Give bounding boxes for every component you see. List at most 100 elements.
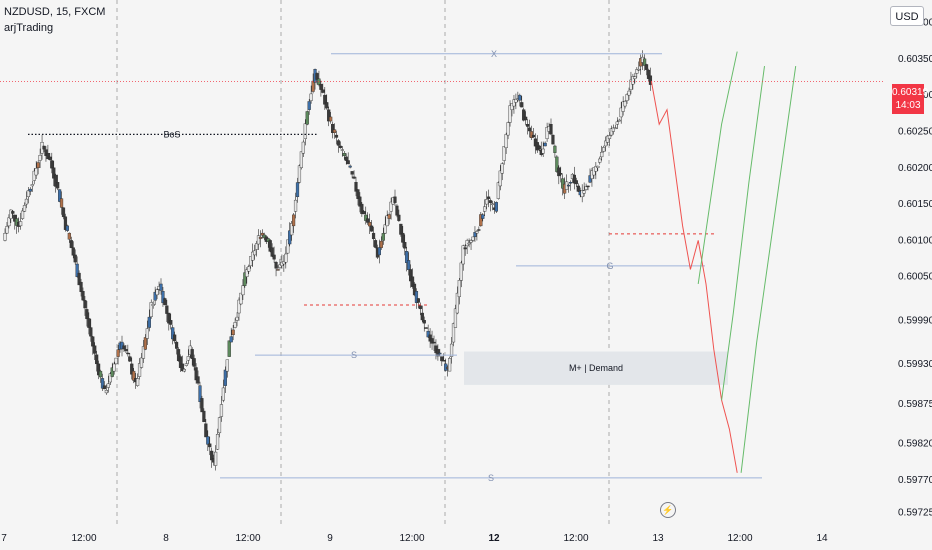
candle-body	[295, 182, 300, 198]
x-level-label: X	[491, 49, 497, 59]
g-level-label: G	[606, 261, 613, 271]
candle-body	[235, 316, 239, 321]
candle-body	[46, 153, 50, 160]
candle-body	[627, 90, 631, 96]
projection-green-path	[697, 51, 738, 285]
candle-body	[110, 367, 114, 377]
candle-body	[87, 318, 91, 328]
candle-body	[500, 163, 504, 174]
candle-body	[512, 99, 516, 107]
candle-body	[496, 182, 500, 199]
candle-body	[360, 203, 364, 214]
time-tick-label: 9	[327, 533, 333, 544]
candle-body	[266, 238, 270, 242]
s-low-label: S	[488, 473, 494, 483]
price-tick-label: 0.59930	[898, 359, 932, 370]
candle-body	[48, 156, 52, 160]
candle-body	[455, 292, 459, 314]
candle-body	[490, 203, 495, 206]
candle-body	[329, 116, 333, 122]
candle-body	[213, 451, 218, 466]
candle-body	[340, 149, 344, 151]
candle-body	[106, 383, 110, 388]
candle-body	[613, 127, 617, 130]
candle-body	[293, 199, 298, 212]
candle-body	[477, 229, 481, 231]
candle-body	[317, 78, 321, 86]
candle-body	[414, 291, 419, 303]
candle-body	[67, 232, 71, 240]
candle-body	[284, 253, 288, 263]
candle-body	[145, 328, 149, 339]
candle-body	[344, 156, 348, 161]
candle-body	[623, 101, 627, 107]
candle-body	[358, 196, 362, 207]
candle-body	[36, 162, 40, 168]
time-tick-label: 13	[652, 533, 664, 544]
currency-button[interactable]: USD	[890, 6, 924, 26]
candle-body	[309, 93, 313, 101]
time-axis[interactable]: 7 12:00 8 12:00 9 12:00 12 12:00 13 12:00 14	[1, 533, 828, 544]
candle-body	[116, 349, 120, 357]
candle-body	[537, 145, 541, 150]
candle-body	[301, 141, 305, 154]
candle-body	[292, 214, 296, 227]
candle-body	[449, 343, 454, 357]
candle-body	[19, 221, 23, 227]
candle-body	[487, 196, 491, 199]
candle-body	[551, 134, 555, 145]
candle-body	[561, 178, 565, 189]
candle-body	[58, 189, 62, 202]
candle-body	[112, 363, 116, 372]
candle-body	[409, 269, 413, 282]
candle-body	[171, 327, 175, 340]
candle-body	[481, 214, 485, 219]
candle-body	[473, 232, 477, 237]
candle-body	[410, 276, 415, 287]
candle-body	[174, 341, 179, 349]
candle-body	[71, 247, 75, 256]
time-tick-label: 12:00	[235, 533, 260, 544]
price-tick-label: 0.60350	[898, 54, 932, 65]
candle-body	[524, 116, 528, 121]
candle-body	[436, 349, 440, 357]
candle-body	[311, 80, 315, 92]
candle-body	[459, 262, 463, 281]
candle-body	[104, 390, 108, 394]
candle-body	[223, 369, 227, 386]
candle-body	[44, 149, 48, 156]
candle-body	[518, 94, 522, 101]
candle-body	[399, 223, 403, 235]
candle-body	[69, 240, 73, 249]
candle-body	[161, 291, 165, 304]
candle-body	[370, 225, 374, 232]
candle-body	[305, 111, 309, 125]
candle-body	[130, 363, 134, 375]
candle-body	[65, 225, 69, 231]
price-axis[interactable]: 0.604000.603500.603000.602500.602000.601…	[898, 18, 932, 519]
s-mid-label: S	[351, 350, 357, 360]
lightning-icon[interactable]: ⚡	[660, 502, 676, 518]
time-tick-label: 12:00	[399, 533, 424, 544]
candle-body	[270, 247, 274, 257]
candle-body	[28, 188, 32, 192]
candle-body	[648, 75, 653, 85]
candle-body	[506, 122, 510, 136]
candle-body	[576, 185, 580, 192]
candle-body	[299, 151, 303, 168]
candle-body	[38, 155, 42, 161]
candle-body	[557, 167, 561, 177]
time-tick-label: 8	[163, 533, 169, 544]
candle-body	[463, 247, 467, 250]
candle-body	[167, 312, 171, 324]
candle-body	[260, 232, 264, 236]
candle-body	[332, 129, 337, 133]
candle-body	[34, 168, 38, 176]
candle-body	[646, 69, 651, 79]
candle-body	[371, 232, 376, 240]
candle-body	[520, 102, 524, 108]
candle-body	[319, 84, 323, 90]
candle-body	[403, 242, 407, 249]
